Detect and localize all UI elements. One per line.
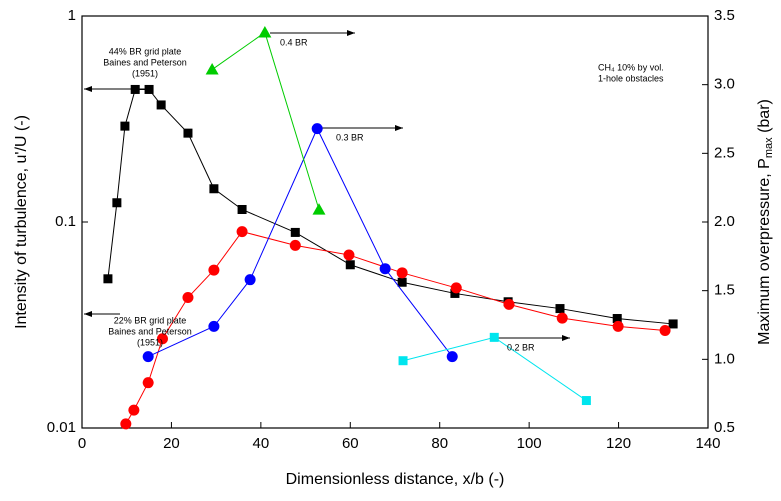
point [312,203,326,215]
series-line [402,336,587,401]
point [379,263,391,275]
series-line [211,31,320,210]
point [130,84,140,94]
point [208,264,220,276]
point [489,332,499,342]
point [128,404,140,416]
y2-tick-label: 1.5 [714,282,735,299]
point [236,226,248,238]
x-tick-label: 120 [606,435,631,452]
point [343,249,355,261]
annotation: 0.2 BR [507,342,535,352]
point [450,288,460,298]
point [581,396,591,406]
series-line [125,231,666,425]
y2-axis-label-sub: max [763,137,775,158]
point [290,227,300,237]
arrows [84,30,570,341]
y2-tick-label: 3.5 [714,7,735,24]
x-tick-label: 60 [342,435,359,452]
series-line [147,127,453,358]
point [446,351,458,363]
y-tick-label: 1 [68,7,76,24]
point [398,356,408,366]
series-line [107,88,674,325]
point [396,267,408,279]
y2-tick-label: 3.0 [714,76,735,93]
point [156,333,168,345]
point [345,260,355,270]
point [120,121,130,131]
point [503,298,515,310]
annotation: CH₄ 10% by vol. [598,62,664,72]
point [244,274,256,286]
point [208,320,220,332]
annotation: Baines and Peterson [103,57,187,67]
y2-axis-label-main: Maximum overpressure, P [756,158,773,345]
x-tick-label: 40 [253,435,270,452]
point [142,351,154,363]
x-tick-label: 20 [163,435,180,452]
point [144,84,154,94]
point [182,292,194,304]
point [103,274,113,284]
point [668,319,678,329]
annotation: 1-hole obstacles [598,73,664,83]
point [112,198,122,208]
annotation: (1951) [132,68,158,78]
point [120,418,132,430]
point [311,123,323,135]
point [142,377,154,389]
y-axis-label: Intensity of turbulence, u'/U (-) [13,115,30,329]
y-tick-label: 0.01 [47,419,76,436]
annotation: 0.4 BR [280,37,308,47]
annotation: 44% BR grid plate [109,46,182,56]
point [205,63,219,75]
point [289,239,301,251]
point [183,128,193,138]
point [397,277,407,287]
x-tick-label: 100 [517,435,542,452]
point [156,100,166,110]
point [237,204,247,214]
y2-axis-label-end: (bar) [756,99,773,137]
x-tick-label: 0 [78,435,86,452]
annotation: Baines and Peterson [108,326,192,336]
point [556,312,568,324]
x-axis-label: Dimensionless distance, x/b (-) [286,471,505,488]
annotation: 22% BR grid plate [114,315,187,325]
point [258,25,272,38]
x-tick-label: 140 [695,435,720,452]
x-tick-label: 80 [431,435,448,452]
point [450,282,462,294]
y-tick-label: 0.1 [55,213,76,230]
point [555,304,565,314]
point [612,314,622,324]
point [209,184,219,194]
y2-tick-label: 2.5 [714,144,735,161]
point [659,324,671,336]
y2-tick-label: 2.0 [714,213,735,230]
point [612,320,624,332]
annotation: 0.3 BR [336,132,364,142]
y2-tick-label: 0.5 [714,419,735,436]
y2-axis-label: Maximum overpressure, Pmax (bar) [756,99,775,345]
annotation: (1951) [137,337,163,347]
y2-tick-label: 1.0 [714,350,735,367]
